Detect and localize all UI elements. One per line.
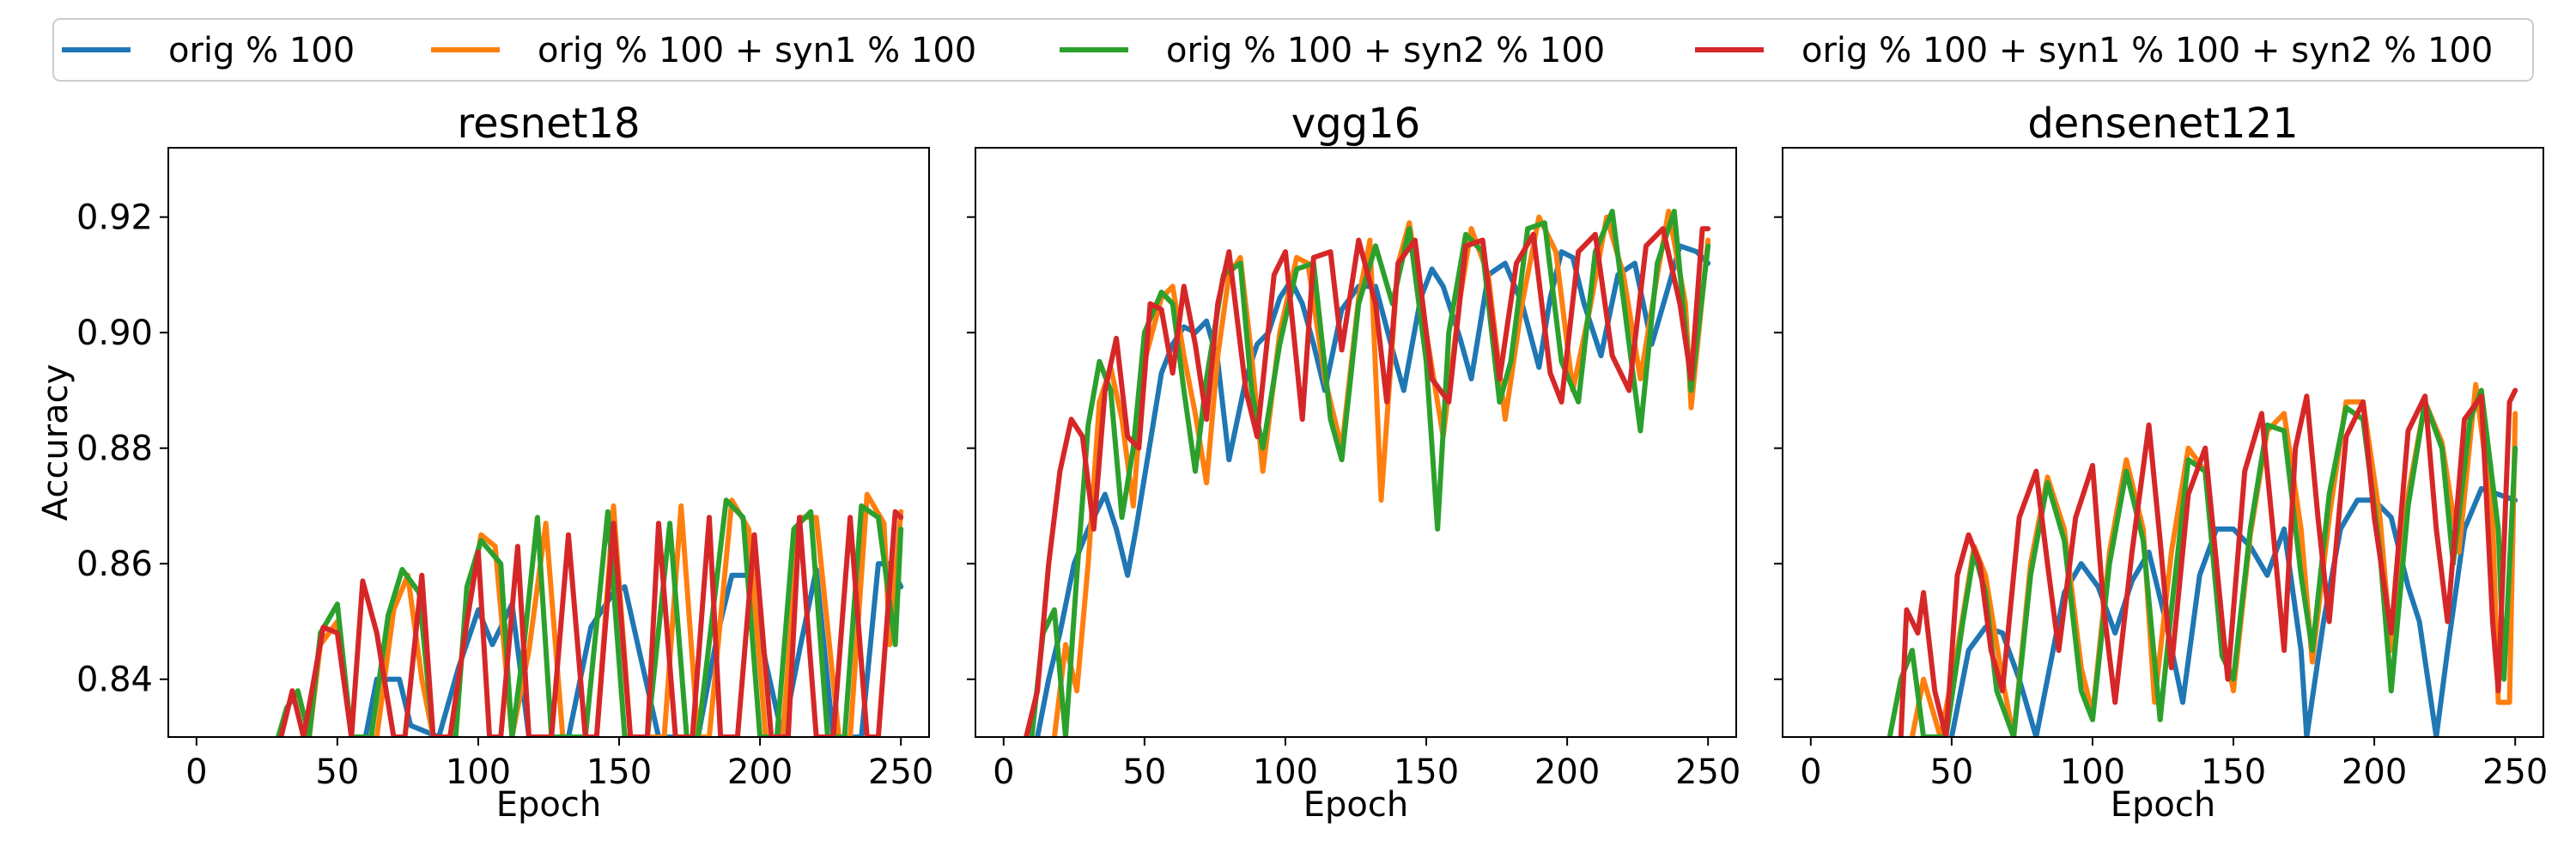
y-tick-label: 0.84 bbox=[76, 661, 153, 700]
y-axis-label: Accuracy bbox=[36, 364, 76, 521]
series-line-3 bbox=[1029, 209, 1711, 737]
x-tick-label: 150 bbox=[586, 752, 652, 792]
series-line-2 bbox=[1051, 209, 1711, 737]
x-tick-label: 50 bbox=[315, 752, 359, 792]
x-tick-label: 100 bbox=[1253, 752, 1318, 792]
x-tick-label: 200 bbox=[1534, 752, 1600, 792]
legend-label-2: orig % 100 + syn1 % 100 bbox=[538, 31, 976, 70]
x-tick-label: 150 bbox=[1394, 752, 1459, 792]
x-tick-label: 250 bbox=[868, 752, 933, 792]
series-line-3 bbox=[276, 497, 904, 737]
y-tick-label: 0.86 bbox=[76, 545, 153, 584]
series-group bbox=[1886, 381, 2518, 737]
legend-label-4: orig % 100 + syn1 % 100 + syn2 % 100 bbox=[1801, 31, 2493, 70]
x-tick-label: 250 bbox=[2482, 752, 2548, 792]
plot-frame bbox=[1782, 147, 2544, 738]
panel-densenet121: densenet121 0 50 100 150 200 250 Epoch bbox=[1774, 100, 2548, 825]
series-line-4 bbox=[278, 509, 904, 737]
y-tick-label: 0.88 bbox=[76, 430, 153, 469]
x-tick-label: 50 bbox=[1929, 752, 1973, 792]
x-tick-label: 0 bbox=[993, 752, 1014, 792]
panel-title: vgg16 bbox=[1291, 100, 1420, 148]
panel-resnet18: resnet18 0 50 100 150 200 250 0.84 0.86 0.88 0.90 0… bbox=[36, 100, 933, 825]
x-tick-label: 0 bbox=[185, 752, 207, 792]
legend-label-1: orig % 100 bbox=[168, 31, 355, 70]
series-group bbox=[276, 491, 904, 737]
x-tick-label: 150 bbox=[2201, 752, 2266, 792]
legend-label-3: orig % 100 + syn2 % 100 bbox=[1166, 31, 1605, 70]
plot-frame bbox=[975, 147, 1737, 738]
x-tick-label: 200 bbox=[727, 752, 793, 792]
series-line-1 bbox=[362, 561, 904, 737]
series-line-4 bbox=[1898, 387, 2518, 737]
panel-title: resnet18 bbox=[457, 100, 640, 148]
x-axis-label: Epoch bbox=[1303, 785, 1408, 825]
panel-vgg16: vgg16 0 50 100 150 200 250 Epoch bbox=[967, 100, 1741, 825]
plot-frame bbox=[167, 147, 930, 738]
panels: resnet18 0 50 100 150 200 250 0.84 0.86 0.88 0.90 0… bbox=[36, 100, 2548, 825]
x-tick-label: 250 bbox=[1675, 752, 1741, 792]
x-tick-label: 0 bbox=[1800, 752, 1821, 792]
x-tick-label: 200 bbox=[2342, 752, 2407, 792]
x-tick-label: 100 bbox=[2060, 752, 2125, 792]
x-tick-label: 100 bbox=[446, 752, 511, 792]
y-tick-label: 0.90 bbox=[76, 314, 153, 353]
legend-frame bbox=[52, 18, 2534, 82]
series-group bbox=[1024, 209, 1711, 737]
panel-title: densenet121 bbox=[2027, 100, 2298, 148]
series-line-4 bbox=[1024, 226, 1711, 737]
legend: orig % 100 orig % 100 + syn1 % 100 orig % … bbox=[52, 18, 2534, 82]
x-axis-label: Epoch bbox=[2111, 785, 2215, 825]
x-axis-label: Epoch bbox=[496, 785, 601, 825]
x-tick-label: 50 bbox=[1122, 752, 1166, 792]
series-line-1 bbox=[1035, 243, 1711, 737]
y-tick-label: 0.92 bbox=[76, 198, 153, 238]
